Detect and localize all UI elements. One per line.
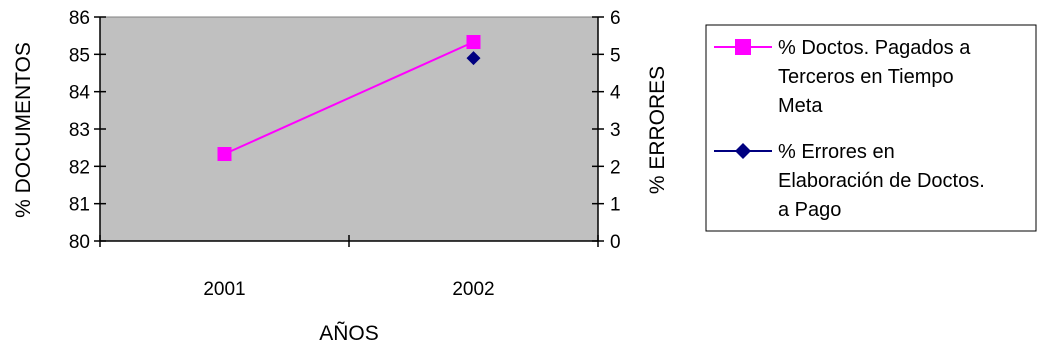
- y2-axis-title: % ERRORES: [646, 66, 669, 194]
- right-y-tick-label: 3: [610, 120, 621, 141]
- left-y-tick-label: 82: [69, 157, 90, 178]
- right-y-tick-label: 2: [610, 157, 621, 178]
- right-y-tick-label: 4: [610, 83, 621, 104]
- right-y-tick-label: 5: [610, 45, 621, 66]
- legend-marker-diamond: [735, 143, 751, 159]
- data-point-diamond: [466, 51, 481, 66]
- series-layer: [217, 35, 481, 162]
- right-y-tick-label: 6: [610, 8, 621, 29]
- legend-label-errores-line-3: a Pago: [778, 199, 841, 221]
- left-y-tick-label: 85: [69, 45, 90, 66]
- right-y-tick-label: 0: [610, 232, 621, 253]
- left-y-tick-label: 86: [69, 8, 90, 29]
- left-y-tick-label: 84: [69, 83, 91, 104]
- legend: % Doctos. Pagados a Terceros en Tiempo M…: [705, 24, 1037, 232]
- left-y-tick-label: 83: [69, 120, 90, 141]
- series-line-0: [224, 41, 474, 155]
- plot-area: [100, 17, 598, 241]
- legend-marker-square: [735, 39, 751, 55]
- right-y-tick-label: 1: [610, 195, 621, 216]
- data-point-square: [466, 35, 481, 50]
- legend-box: [705, 24, 1037, 232]
- x-axis-title: AÑOS: [319, 321, 379, 345]
- right-y-ticks: 0 1 2 3 4 5 6: [592, 8, 621, 253]
- left-y-tick-label: 80: [69, 232, 90, 253]
- legend-label-doctos-line-1: % Doctos. Pagados a: [778, 37, 971, 59]
- x-tick-label: 2001: [203, 279, 245, 300]
- x-ticks: 2001 2002: [99, 235, 599, 300]
- legend-label-doctos-line-2: Terceros en Tiempo: [778, 66, 954, 88]
- left-y-ticks: 80 81 82 83 84 85 86: [69, 8, 106, 253]
- y-axis-title: % DOCUMENTOS: [12, 42, 35, 218]
- data-point-square: [217, 147, 232, 162]
- x-tick-label: 2002: [452, 279, 494, 300]
- legend-label-errores-line-1: % Errores en: [778, 141, 895, 163]
- left-y-tick-label: 81: [69, 195, 90, 216]
- legend-label-doctos-line-3: Meta: [778, 95, 823, 117]
- legend-label-errores-line-2: Elaboración de Doctos.: [778, 170, 985, 192]
